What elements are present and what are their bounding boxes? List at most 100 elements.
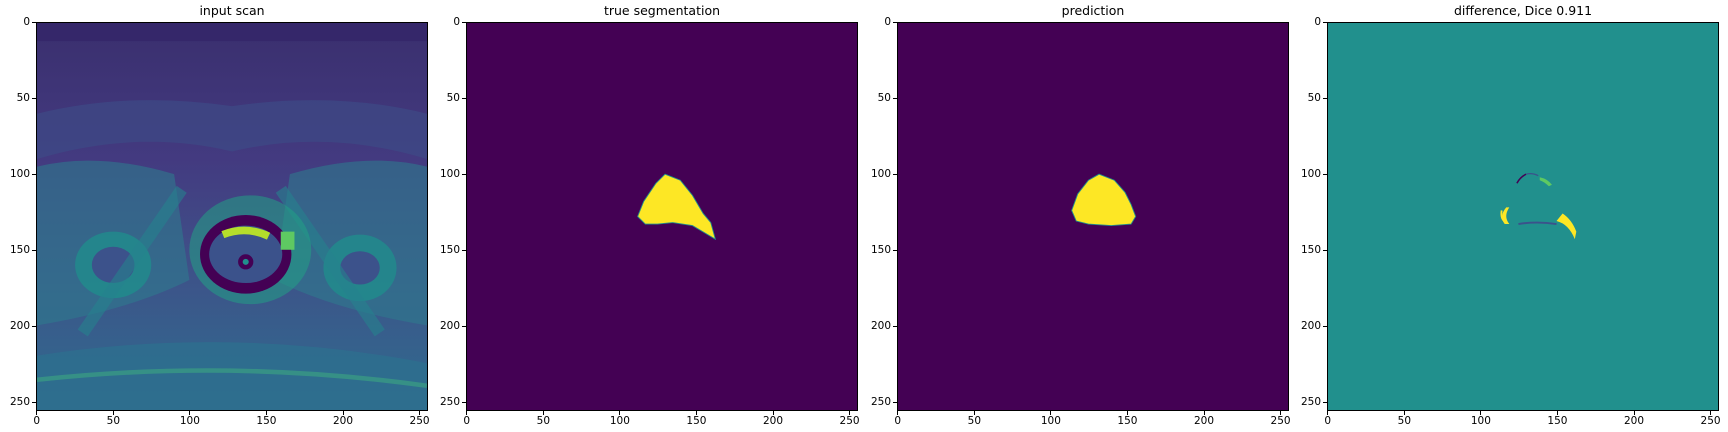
y-tick-mark bbox=[32, 22, 36, 24]
y-tick-mark bbox=[462, 402, 466, 404]
y-tick-mark bbox=[1323, 98, 1327, 100]
x-tick-mark bbox=[265, 411, 267, 415]
x-tick-mark bbox=[466, 411, 468, 415]
x-tick-label: 150 bbox=[1117, 415, 1138, 427]
x-tick-mark bbox=[849, 411, 851, 415]
y-tick-label: 150 bbox=[870, 243, 891, 256]
y-tick-mark bbox=[462, 174, 466, 176]
difference-image bbox=[1328, 23, 1718, 410]
x-tick-mark bbox=[189, 411, 191, 415]
y-tick-mark bbox=[893, 250, 897, 252]
y-tick-mark bbox=[32, 402, 36, 404]
y-tick-label: 200 bbox=[439, 319, 460, 332]
panel-true-segmentation: true segmentation 0 50 100 150 200 250 0 50 100 1… bbox=[440, 0, 860, 432]
x-tick-mark bbox=[1280, 411, 1282, 415]
y-tick-label: 0 bbox=[453, 15, 460, 28]
x-tick-label: 100 bbox=[1040, 415, 1061, 427]
y-tick-label: 200 bbox=[870, 319, 891, 332]
x-tick-label: 0 bbox=[894, 415, 902, 427]
x-tick-mark bbox=[619, 411, 621, 415]
y-tick-label: 150 bbox=[1300, 243, 1321, 256]
y-tick-label: 150 bbox=[9, 243, 30, 256]
y-tick-label: 50 bbox=[446, 91, 460, 104]
diff-region bbox=[1525, 173, 1539, 177]
y-tick-mark bbox=[893, 326, 897, 328]
y-tick-label: 250 bbox=[439, 395, 460, 408]
y-tick-mark bbox=[32, 98, 36, 100]
y-tick-label: 0 bbox=[23, 15, 30, 28]
x-tick-mark bbox=[342, 411, 344, 415]
x-tick-mark bbox=[1126, 411, 1128, 415]
predicted-mask bbox=[1071, 173, 1137, 227]
true-mask bbox=[637, 173, 717, 241]
x-tick-label: 250 bbox=[1270, 415, 1291, 427]
x-tick-mark bbox=[1327, 411, 1329, 415]
y-tick-mark bbox=[1323, 402, 1327, 404]
x-tick-label: 250 bbox=[839, 415, 860, 427]
plot-area bbox=[1327, 22, 1719, 411]
x-tick-label: 200 bbox=[1623, 415, 1645, 427]
y-tick-label: 50 bbox=[16, 91, 30, 104]
y-tick-label: 100 bbox=[1300, 167, 1321, 180]
x-tick-label: 200 bbox=[332, 415, 354, 427]
diff-region bbox=[1556, 213, 1577, 240]
x-tick-mark bbox=[695, 411, 697, 415]
y-tick-label: 0 bbox=[1314, 15, 1321, 28]
x-tick-mark bbox=[1556, 411, 1558, 415]
y-tick-mark bbox=[462, 250, 466, 252]
y-tick-label: 150 bbox=[439, 243, 460, 256]
y-tick-mark bbox=[893, 174, 897, 176]
y-tick-label: 200 bbox=[1300, 319, 1321, 332]
x-tick-label: 250 bbox=[409, 415, 430, 427]
x-tick-label: 0 bbox=[33, 415, 41, 427]
x-tick-mark bbox=[1203, 411, 1205, 415]
y-tick-label: 200 bbox=[9, 319, 30, 332]
x-tick-mark bbox=[542, 411, 544, 415]
x-tick-mark bbox=[973, 411, 975, 415]
x-tick-label: 50 bbox=[106, 415, 121, 427]
y-tick-mark bbox=[893, 98, 897, 100]
y-tick-label: 100 bbox=[870, 167, 891, 180]
x-tick-mark bbox=[897, 411, 899, 415]
y-tick-mark bbox=[1323, 174, 1327, 176]
x-tick-mark bbox=[772, 411, 774, 415]
panel-title: true segmentation bbox=[603, 3, 721, 18]
y-tick-mark bbox=[462, 326, 466, 328]
x-tick-mark bbox=[419, 411, 421, 415]
diff-region bbox=[1539, 177, 1552, 187]
y-tick-mark bbox=[1323, 326, 1327, 328]
x-tick-label: 150 bbox=[256, 415, 277, 427]
prediction-image bbox=[898, 23, 1288, 410]
y-tick-label: 50 bbox=[877, 91, 891, 104]
x-tick-mark bbox=[1403, 411, 1405, 415]
panel-title: difference, Dice 0.911 bbox=[1453, 3, 1593, 18]
y-tick-label: 100 bbox=[439, 167, 460, 180]
plot-area bbox=[36, 22, 428, 411]
y-tick-label: 250 bbox=[870, 395, 891, 408]
y-tick-mark bbox=[32, 174, 36, 176]
x-tick-label: 200 bbox=[762, 415, 784, 427]
x-tick-mark bbox=[112, 411, 114, 415]
y-tick-label: 250 bbox=[9, 395, 30, 408]
y-tick-mark bbox=[893, 402, 897, 404]
x-tick-mark bbox=[36, 411, 38, 415]
panel-title: input scan bbox=[199, 3, 265, 18]
y-tick-mark bbox=[893, 22, 897, 24]
diff-region bbox=[1500, 210, 1507, 224]
y-tick-mark bbox=[462, 98, 466, 100]
diff-region bbox=[1516, 173, 1527, 184]
y-tick-label: 0 bbox=[884, 15, 891, 28]
x-tick-label: 150 bbox=[686, 415, 707, 427]
panel-input-scan: input scan bbox=[10, 0, 430, 432]
plot-area bbox=[466, 22, 858, 411]
x-tick-label: 50 bbox=[967, 415, 982, 427]
y-tick-mark bbox=[1323, 250, 1327, 252]
y-tick-label: 50 bbox=[1307, 91, 1321, 104]
panel-title: prediction bbox=[1061, 3, 1125, 18]
x-tick-label: 100 bbox=[1470, 415, 1491, 427]
x-tick-label: 0 bbox=[463, 415, 471, 427]
x-tick-label: 50 bbox=[536, 415, 551, 427]
x-tick-label: 100 bbox=[609, 415, 630, 427]
panel-prediction: prediction 0 50 100 150 200 250 0 50 100 150 200 25… bbox=[871, 0, 1291, 432]
x-tick-label: 0 bbox=[1324, 415, 1332, 427]
